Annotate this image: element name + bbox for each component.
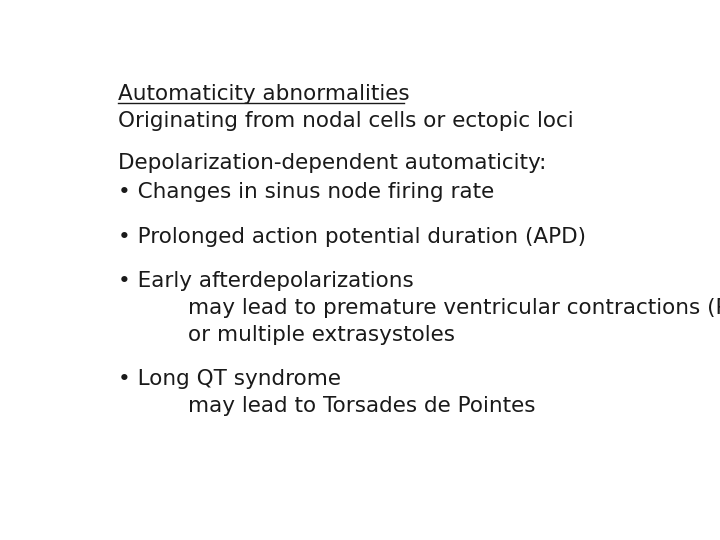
Text: may lead to Torsades de Pointes: may lead to Torsades de Pointes [188, 396, 535, 416]
Text: may lead to premature ventricular contractions (PVCs): may lead to premature ventricular contra… [188, 298, 720, 318]
Text: • Changes in sinus node firing rate: • Changes in sinus node firing rate [118, 181, 494, 201]
Text: • Long QT syndrome: • Long QT syndrome [118, 369, 341, 389]
Text: • Early afterdepolarizations: • Early afterdepolarizations [118, 271, 414, 291]
Text: • Prolonged action potential duration (APD): • Prolonged action potential duration (A… [118, 227, 586, 247]
Text: Depolarization-dependent automaticity:: Depolarization-dependent automaticity: [118, 152, 546, 172]
Text: Automaticity abnormalities: Automaticity abnormalities [118, 84, 410, 104]
Text: Originating from nodal cells or ectopic loci: Originating from nodal cells or ectopic … [118, 111, 574, 131]
Text: or multiple extrasystoles: or multiple extrasystoles [188, 325, 454, 345]
